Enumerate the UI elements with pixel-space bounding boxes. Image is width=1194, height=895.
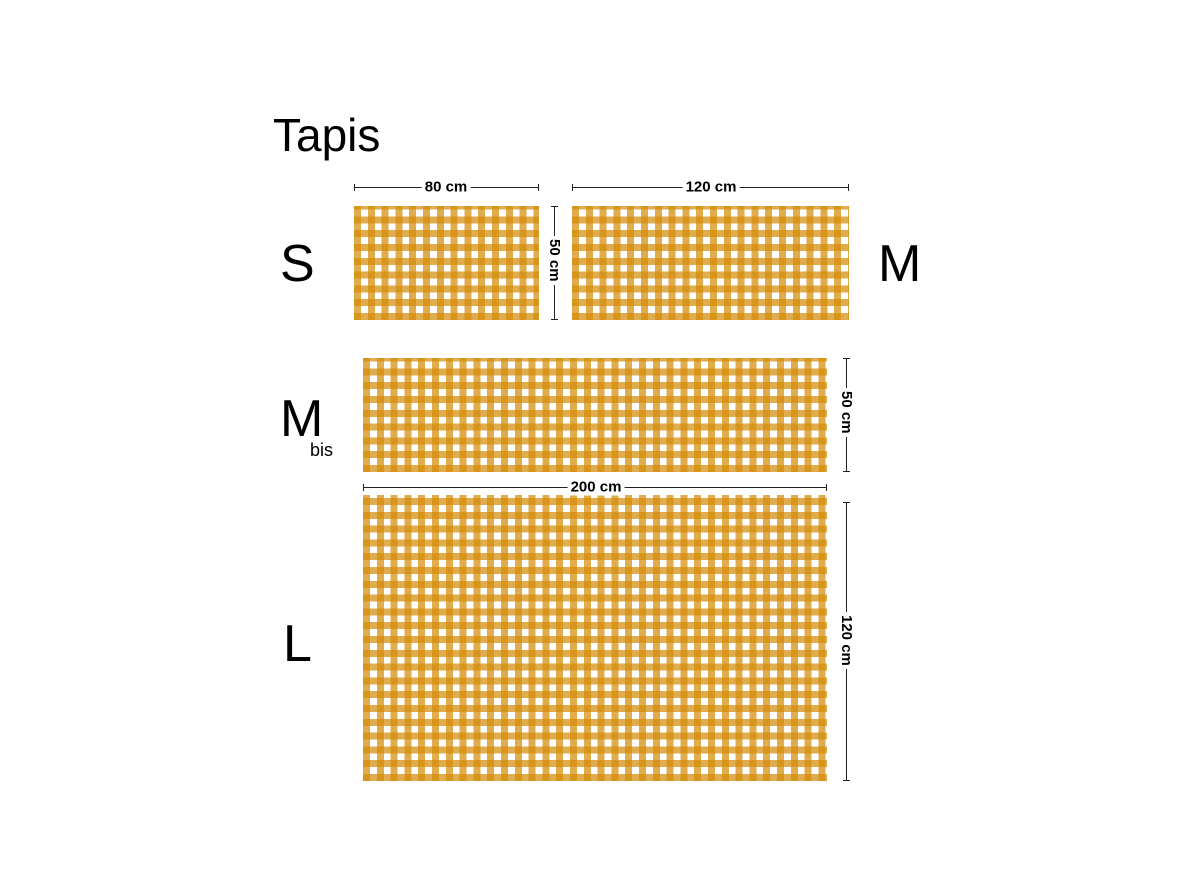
rug-s	[354, 206, 539, 320]
size-label-m: M	[878, 235, 922, 293]
rug-mbis	[363, 358, 827, 472]
dim-label-s-height: 50 cm	[546, 236, 563, 285]
title: Tapis	[273, 109, 381, 161]
size-label-s: S	[280, 235, 315, 293]
dim-label-mbis-height: 50 cm	[838, 388, 855, 437]
dim-label-l-width: 200 cm	[567, 478, 625, 496]
size-label-mbis-sub: bis	[310, 440, 334, 460]
rug-m	[572, 206, 849, 320]
dim-label-l-height: 120 cm	[838, 612, 855, 669]
rug-l	[363, 495, 827, 781]
dim-label-m-width: 120 cm	[682, 178, 740, 196]
size-label-l: L	[283, 615, 312, 673]
size-label-mbis: M	[280, 390, 324, 448]
dim-label-s-width: 80 cm	[421, 178, 471, 196]
